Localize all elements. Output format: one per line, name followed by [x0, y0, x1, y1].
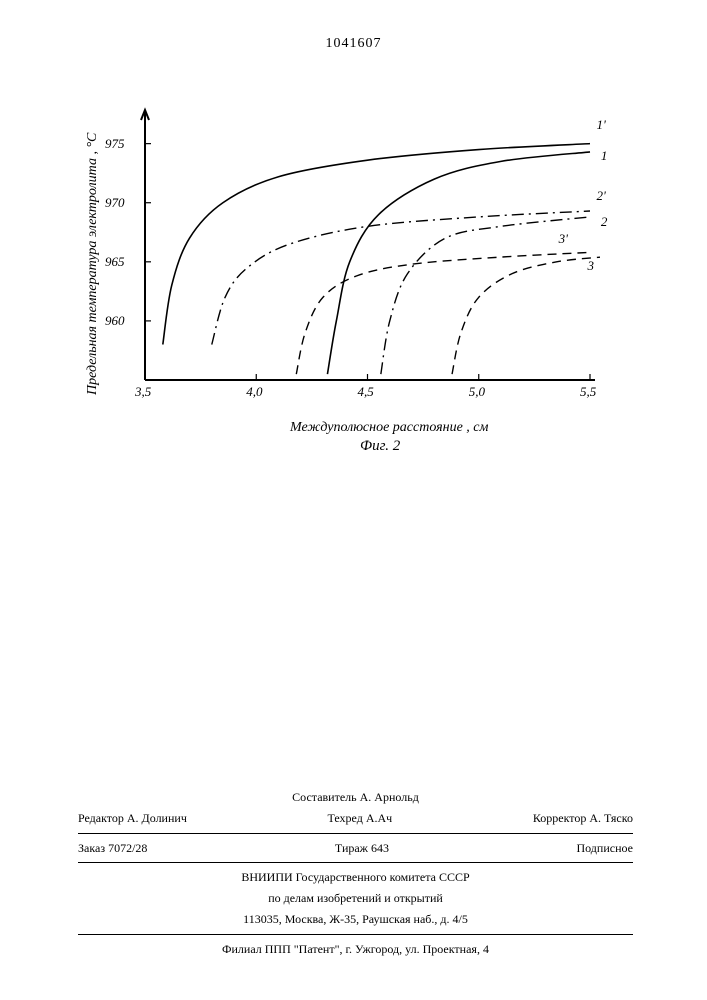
address-line: 113035, Москва, Ж-35, Раушская наб., д. … — [78, 911, 633, 928]
chart — [90, 100, 600, 410]
tech-cell: Техред А.Ач — [328, 810, 393, 827]
order-label: Заказ — [78, 841, 105, 855]
figure-caption: Фиг. 2 — [360, 438, 400, 455]
tirage-cell: Тираж 643 — [335, 840, 389, 857]
curve-label: 2 — [601, 214, 608, 230]
editor-name: А. Долинич — [127, 811, 187, 825]
y-axis-label: Предельная температура электролита , °С — [85, 133, 101, 395]
org-line-2: по делам изобретений и открытий — [78, 890, 633, 907]
branch-line: Филиал ППП "Патент", г. Ужгород, ул. Про… — [78, 941, 633, 958]
document-number: 1041607 — [0, 36, 707, 52]
curve-label: 1' — [596, 117, 605, 133]
divider-1 — [78, 833, 633, 834]
x-axis-label: Междуполюсное расстояние , см — [290, 420, 488, 436]
corrector-name: А. Тяско — [589, 811, 633, 825]
compiler-row: Составитель А. Арнольд — [78, 789, 633, 806]
chart-svg — [90, 100, 600, 410]
page: 1041607 Предельная температура электроли… — [0, 0, 707, 1000]
curve-label: 1 — [601, 148, 608, 164]
subscription-cell: Подписное — [576, 840, 633, 857]
editor-label: Редактор — [78, 811, 124, 825]
org-line-1: ВНИИПИ Государственного комитета СССР — [78, 869, 633, 886]
footer-block: Составитель А. Арнольд Редактор А. Долин… — [78, 785, 633, 962]
y-tick-label: 965 — [105, 254, 125, 270]
curve-label: 3 — [588, 258, 595, 274]
x-tick-label: 4,0 — [246, 384, 262, 400]
y-tick-label: 970 — [105, 195, 125, 211]
divider-3 — [78, 934, 633, 935]
editor-cell: Редактор А. Долинич — [78, 810, 187, 827]
credits-row: Редактор А. Долинич Техред А.Ач Корректо… — [78, 810, 633, 827]
compiler-label: Составитель — [292, 790, 356, 804]
y-tick-label: 960 — [105, 313, 125, 329]
x-tick-label: 3,5 — [135, 384, 151, 400]
compiler-name: А. Арнольд — [360, 790, 419, 804]
order-cell: Заказ 7072/28 — [78, 840, 147, 857]
x-tick-label: 5,5 — [580, 384, 596, 400]
curve-label: 2' — [596, 188, 605, 204]
x-tick-label: 5,0 — [469, 384, 485, 400]
x-tick-label: 4,5 — [358, 384, 374, 400]
tirage-label: Тираж — [335, 841, 368, 855]
corrector-label: Корректор — [533, 811, 587, 825]
y-tick-label: 975 — [105, 136, 125, 152]
corrector-cell: Корректор А. Тяско — [533, 810, 633, 827]
order-row: Заказ 7072/28 Тираж 643 Подписное — [78, 840, 633, 857]
tech-label: Техред — [328, 811, 363, 825]
tech-name: А.Ач — [366, 811, 392, 825]
divider-2 — [78, 862, 633, 863]
tirage-value: 643 — [371, 841, 389, 855]
curve-label: 3' — [559, 231, 568, 247]
order-value: 7072/28 — [108, 841, 147, 855]
